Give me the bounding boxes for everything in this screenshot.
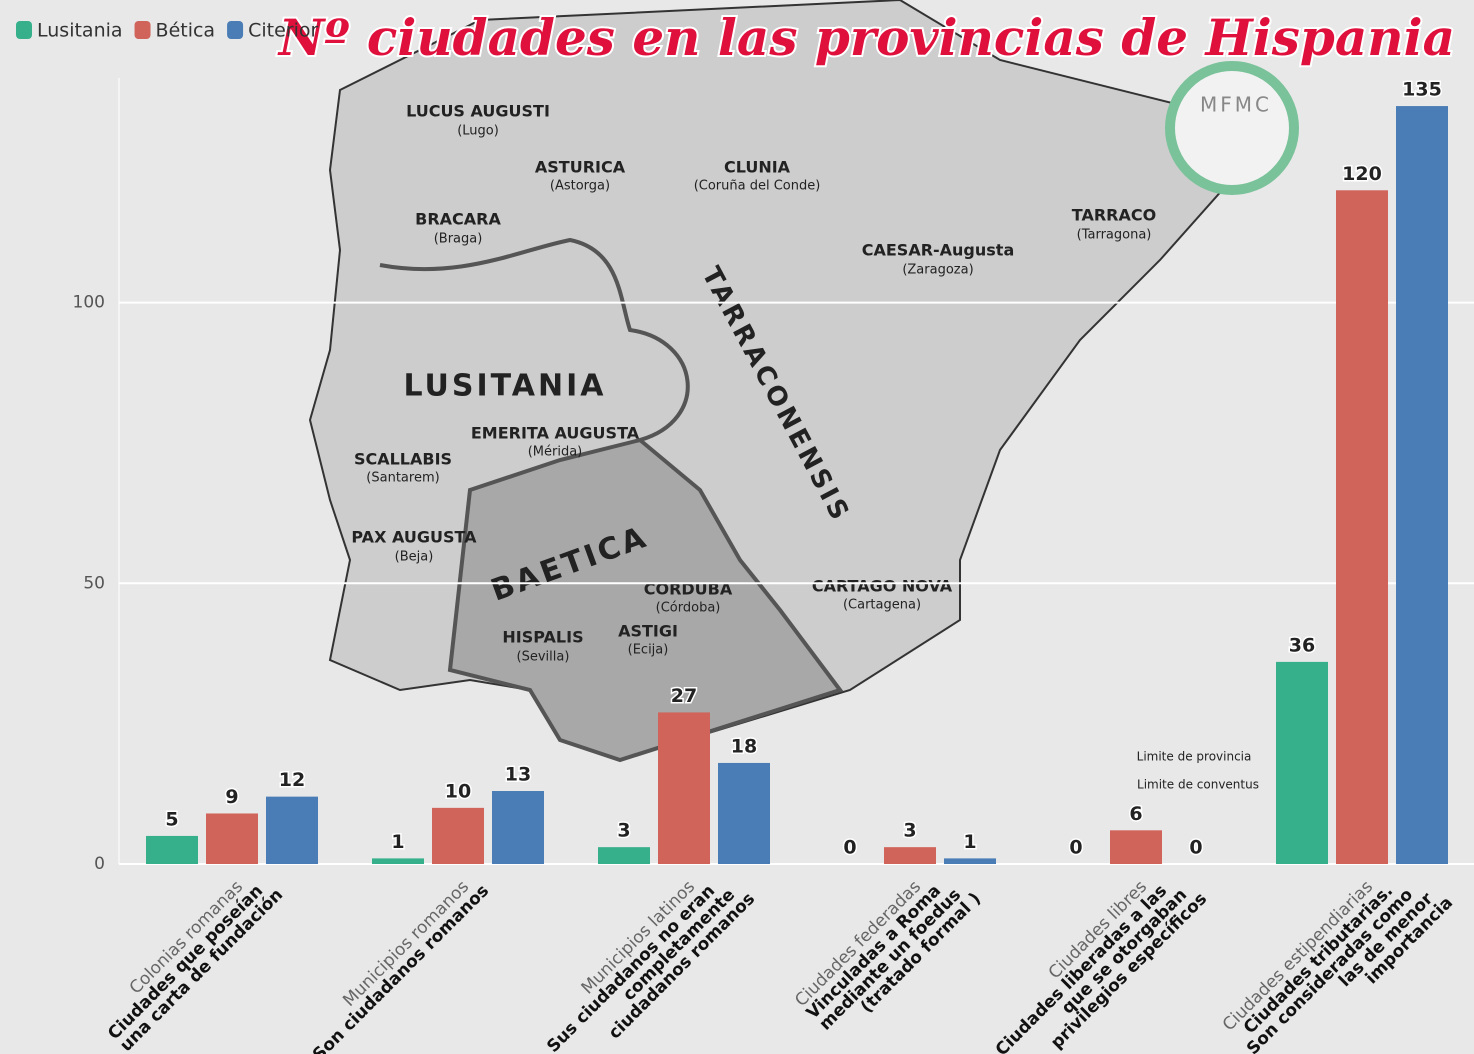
value-label: 6 — [1129, 803, 1142, 825]
legend-swatch — [134, 21, 151, 39]
value-label: 1 — [963, 831, 976, 853]
value-label: 3 — [903, 820, 916, 842]
bar — [146, 835, 198, 864]
map-label: PAX AUGUSTA — [351, 528, 477, 547]
logo-text: MFMC — [1200, 93, 1272, 117]
map-label: SCALLABIS — [354, 450, 452, 469]
bar — [944, 858, 996, 864]
legend-label: Lusitania — [37, 20, 123, 42]
value-label: 13 — [505, 764, 531, 786]
chart-title: Nº ciudades en las provincias de Hispani… — [277, 8, 1455, 67]
bar — [266, 796, 318, 864]
map-label: Limite de provincia — [1137, 750, 1252, 764]
map-label: (Cartagena) — [843, 598, 921, 613]
value-label: 0 — [1189, 837, 1202, 859]
map-label: (Mérida) — [528, 445, 583, 460]
legend: Lusitania Bética Citerior — [16, 20, 318, 42]
value-label: 36 — [1289, 634, 1315, 656]
y-tick-label: 100 — [73, 293, 105, 313]
value-label: 0 — [843, 837, 856, 859]
logo: MFMC — [1165, 61, 1299, 195]
map-label: (Zaragoza) — [902, 263, 973, 278]
bar — [432, 807, 484, 864]
bar — [1276, 661, 1328, 864]
value-label: 27 — [671, 685, 697, 707]
value-label: 135 — [1402, 79, 1442, 101]
bar — [598, 847, 650, 864]
bar — [884, 847, 936, 864]
bar — [658, 712, 710, 864]
value-label: 18 — [731, 735, 757, 757]
value-label: 3 — [617, 820, 630, 842]
map-label: (Astorga) — [550, 179, 610, 194]
map-label: (Santarem) — [366, 471, 439, 486]
value-label: 1 — [391, 831, 404, 853]
map-label: CLUNIA — [724, 158, 791, 177]
map-label: (Córdoba) — [656, 601, 721, 616]
value-label: 10 — [445, 780, 471, 802]
value-label: 0 — [1069, 837, 1082, 859]
bar — [372, 858, 424, 864]
map-label: CAESAR-Augusta — [862, 241, 1015, 260]
y-tick-label: 0 — [94, 854, 105, 874]
bar — [1396, 106, 1448, 865]
map-label: (Ecija) — [628, 643, 669, 658]
map-label: EMERITA AUGUSTA — [471, 424, 640, 443]
value-label: 12 — [279, 769, 305, 791]
value-label: 5 — [165, 808, 178, 830]
y-tick-label: 50 — [83, 573, 105, 593]
map-label: (Tarragona) — [1077, 228, 1152, 243]
map-border — [379, 237, 690, 442]
bar — [1110, 830, 1162, 864]
value-label: 120 — [1342, 163, 1382, 185]
legend-label: Bética — [156, 20, 216, 42]
map-label: Limite de conventus — [1137, 778, 1259, 792]
logo-ring — [1165, 61, 1299, 195]
map-label: ASTURICA — [535, 158, 626, 177]
map-label: (Beja) — [395, 550, 434, 565]
legend-label: Citerior — [248, 20, 318, 42]
bar — [718, 762, 770, 864]
map-label: (Coruña del Conde) — [694, 179, 821, 194]
value-label: 9 — [225, 786, 238, 808]
map-label: BRACARA — [415, 210, 501, 229]
legend-swatch — [227, 21, 244, 39]
map-label: ASTIGI — [618, 622, 678, 641]
map-label: (Sevilla) — [517, 650, 570, 665]
bar — [206, 813, 258, 864]
map-label: (Lugo) — [457, 124, 499, 139]
map-label: LUSITANIA — [403, 369, 606, 404]
map-label: (Braga) — [434, 232, 483, 247]
legend-swatch — [16, 21, 32, 39]
map-label: LUCUS AUGUSTI — [406, 102, 550, 121]
map-label: CARTAGO NOVA — [812, 577, 953, 596]
bar — [492, 791, 544, 864]
map-label: TARRACO — [1072, 206, 1156, 225]
bar — [1336, 190, 1388, 865]
map-label: HISPALIS — [502, 628, 583, 647]
